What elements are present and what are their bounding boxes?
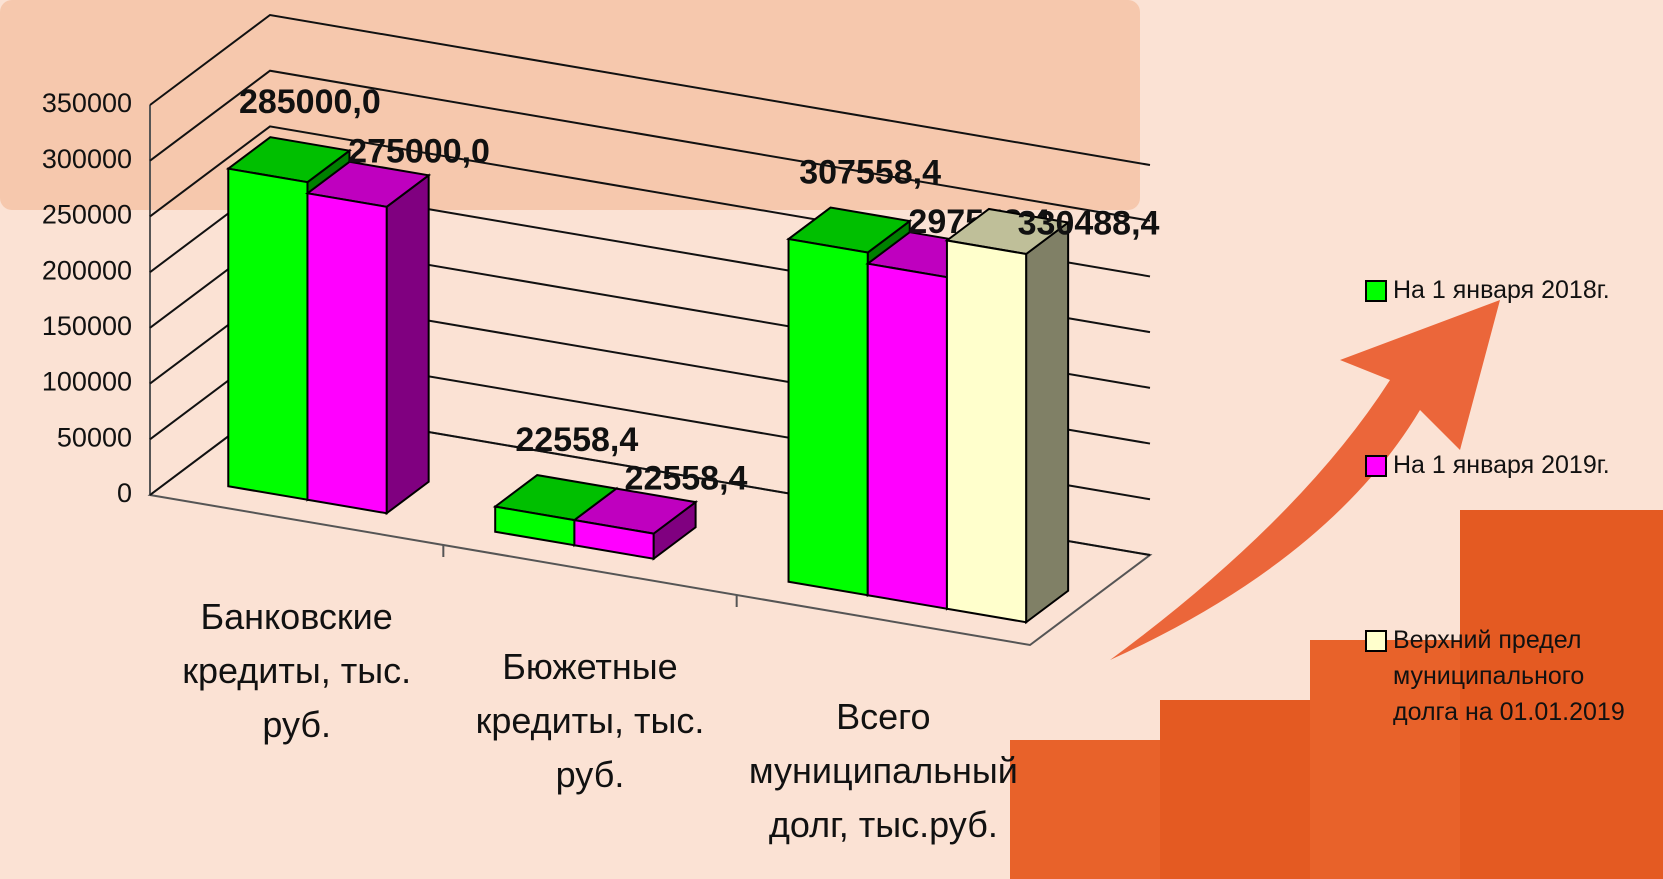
legend-swatch	[1365, 280, 1387, 302]
bar-front	[227, 167, 309, 501]
bar-front	[306, 192, 388, 515]
bar-front	[945, 239, 1028, 624]
legend-label: На 1 января 2019г.	[1393, 451, 1610, 479]
bar	[571, 487, 699, 561]
y-tick-label: 100000	[42, 367, 132, 397]
value-label: 307558,4	[799, 153, 941, 191]
value-label: 22558,4	[625, 459, 748, 497]
bar	[305, 160, 432, 516]
bar-front	[866, 262, 948, 610]
legend-swatch	[1365, 455, 1387, 477]
bar-side	[1025, 220, 1070, 625]
grid-line	[149, 13, 1151, 166]
y-tick-label: 350000	[42, 88, 132, 118]
legend-swatch	[1365, 630, 1387, 652]
x-tick-label: Всего муниципальный долг, тыс.руб.	[748, 696, 1018, 845]
value-label: 330488,4	[1018, 205, 1160, 243]
y-tick-label: 150000	[42, 311, 132, 341]
decor-steps	[1010, 300, 1663, 879]
x-tick-label: Банковские кредиты, тыс. руб.	[182, 596, 412, 745]
value-label: 285000,0	[239, 83, 381, 121]
bar-front	[573, 518, 655, 560]
y-tick-label: 250000	[42, 200, 132, 230]
bar	[944, 207, 1071, 625]
value-label: 22558,4	[515, 421, 638, 459]
value-label: 275000,0	[348, 133, 490, 171]
bar-side	[385, 173, 430, 516]
y-tick-label: 0	[117, 478, 132, 508]
y-tick-label: 300000	[42, 144, 132, 174]
x-tick-label: Бюжетные кредиты, тыс. руб.	[475, 646, 705, 795]
bar-front	[787, 237, 869, 597]
legend-label: Верхний предел муниципального долга на 0…	[1393, 626, 1625, 726]
y-tick-label: 200000	[42, 255, 132, 285]
legend-label: На 1 января 2018г.	[1393, 276, 1610, 304]
y-tick-label: 50000	[57, 422, 132, 452]
grid-line	[149, 69, 1151, 222]
